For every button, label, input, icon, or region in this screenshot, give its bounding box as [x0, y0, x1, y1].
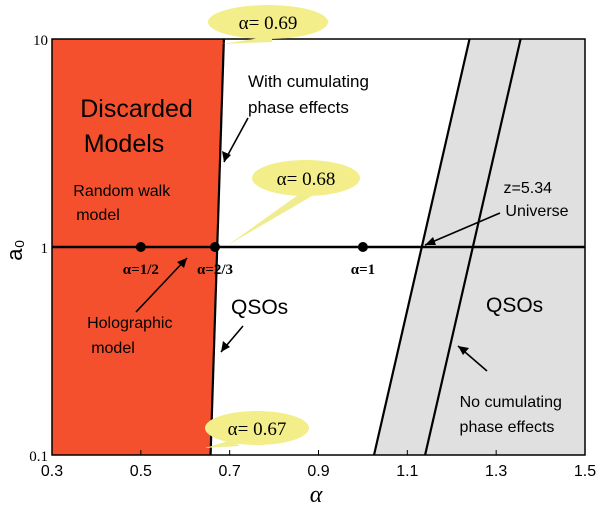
x-tick-label-0: 0.3	[41, 463, 63, 480]
x-tick-label-6: 1.5	[574, 463, 596, 480]
bubble-067-text: α= 0.67	[228, 419, 287, 440]
y-tick-label-1: 1	[41, 241, 49, 257]
bubble-067: α= 0.67	[205, 411, 309, 448]
x-tick-label-1: 0.5	[130, 463, 152, 480]
point-marker-1	[210, 242, 221, 252]
x-tick-label-5: 1.3	[485, 463, 507, 480]
y-tick-label-2: 0.1	[29, 449, 48, 465]
arrow-holographic	[135, 257, 188, 313]
annotation-arrows	[135, 117, 501, 372]
no-line-1: No cumulating	[460, 394, 562, 411]
y-tick-label-0: 10	[33, 33, 48, 49]
random-line-1: Random walk	[73, 183, 171, 200]
discarded-line-2: Models	[84, 130, 165, 158]
no-cumulating-label: No cumulating phase effects	[460, 394, 567, 436]
discarded-models-label: Discarded Models	[80, 95, 200, 158]
discarded-line-1: Discarded	[80, 95, 193, 123]
x-tick-label-3: 0.9	[307, 463, 329, 480]
with-line-2: phase effects	[248, 98, 349, 117]
arrow-holographic-head	[177, 258, 187, 268]
x-axis-label: α	[310, 482, 323, 508]
random-line-2: model	[76, 207, 120, 224]
with-line-1: With cumulating	[248, 72, 369, 91]
with-cumulating-label: With cumulating phase effects	[248, 72, 374, 117]
arrow-universe	[424, 212, 501, 246]
z-line-2: Universe	[505, 203, 568, 220]
bubble-068-text: α= 0.68	[277, 169, 336, 190]
point-label-0: α=1/2	[123, 262, 159, 278]
qsos-right-label: QSOs	[486, 294, 543, 317]
arrow-no-cumulating-head	[458, 346, 469, 355]
point-label-1: α=2/3	[197, 262, 233, 278]
bubble-068: α= 0.68	[228, 160, 360, 245]
x-tick-label-4: 1.1	[396, 463, 418, 480]
bubble-069: α= 0.69	[208, 5, 328, 44]
holographic-label: Holographic model	[87, 315, 177, 357]
arrow-universe-head	[425, 237, 436, 245]
y-axis-label: a₀	[2, 239, 27, 260]
holo-line-1: Holographic	[87, 315, 172, 332]
bubble-069-text: α= 0.69	[239, 13, 298, 34]
qsos-left-label: QSOs	[231, 296, 288, 319]
point-marker-0	[135, 242, 146, 252]
arrow-qsos-left-head	[221, 341, 230, 352]
random-walk-label: Random walk model	[73, 183, 174, 224]
x-tick-label-2: 0.7	[219, 463, 241, 480]
no-line-2: phase effects	[460, 419, 555, 436]
universe-label: z=5.34 Universe	[504, 180, 569, 220]
point-label-2: α=1	[351, 262, 375, 278]
holo-line-2: model	[91, 340, 135, 357]
z-line-1: z=5.34	[504, 180, 553, 197]
arrow-with-cumulating-head	[222, 151, 231, 162]
point-marker-2	[357, 242, 368, 252]
